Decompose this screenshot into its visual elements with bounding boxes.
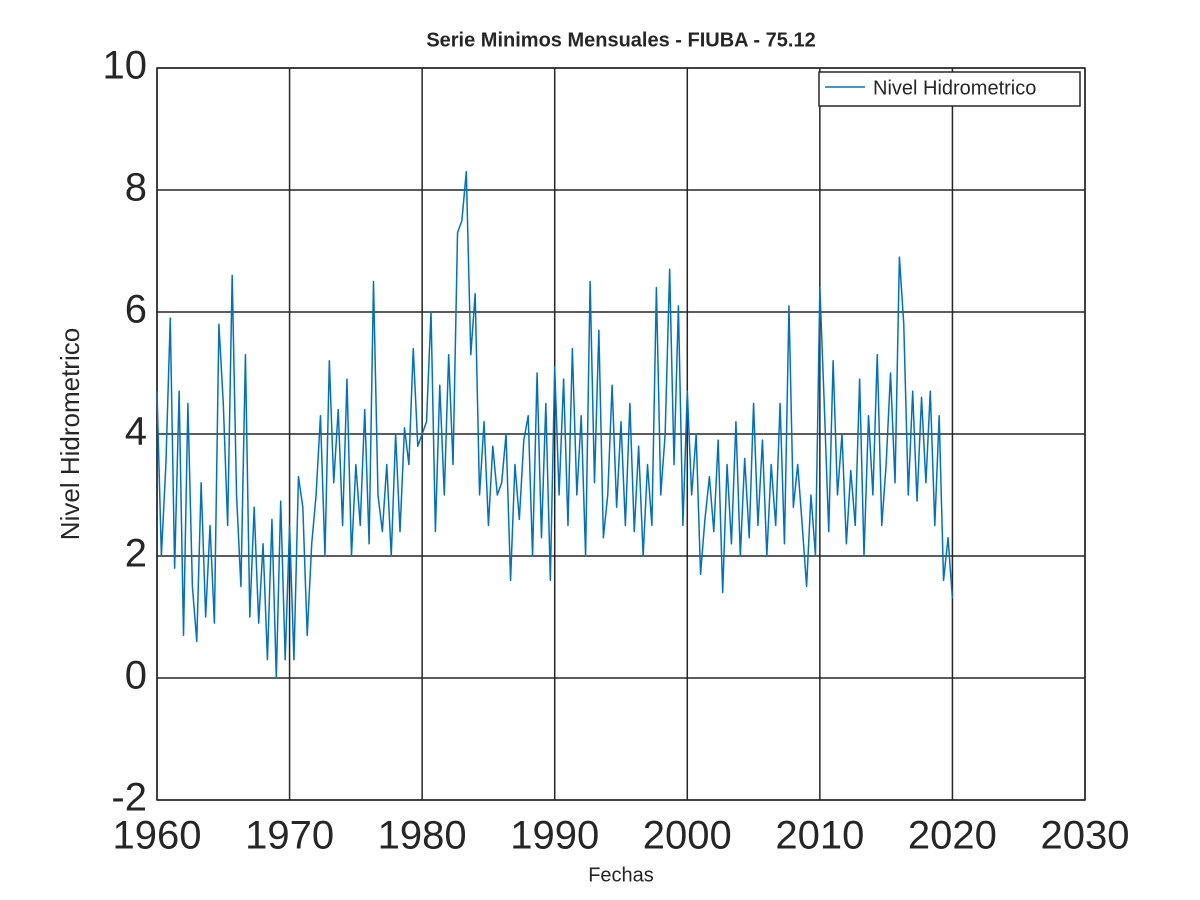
- x-tick-label: 2020: [908, 814, 997, 858]
- y-tick-label: -2: [111, 776, 147, 820]
- y-tick-label: 2: [125, 532, 147, 576]
- x-tick-label: 2010: [775, 814, 864, 858]
- y-tick-label: 4: [125, 410, 147, 454]
- y-axis-label: Nivel Hidrometrico: [55, 328, 85, 540]
- legend: Nivel Hidrometrico: [818, 71, 1081, 107]
- x-tick-label: 1960: [113, 814, 202, 858]
- x-axis-label: Fechas: [588, 864, 654, 886]
- x-tick-label: 1980: [378, 814, 467, 858]
- y-tick-label: 10: [103, 44, 148, 88]
- y-tick-label: 0: [125, 654, 147, 698]
- chart-title: Serie Minimos Mensuales - FIUBA - 75.12: [426, 29, 815, 51]
- x-tick-label: 1970: [245, 814, 334, 858]
- x-tick-label: 1990: [510, 814, 599, 858]
- data-line: [156, 170, 954, 679]
- y-tick-label: 8: [125, 166, 147, 210]
- legend-label: Nivel Hidrometrico: [873, 77, 1036, 99]
- y-tick-label: 6: [125, 288, 147, 332]
- x-tick-label: 2030: [1041, 814, 1130, 858]
- x-tick-label: 2000: [643, 814, 732, 858]
- legend-box: [818, 71, 1081, 107]
- plot-frame: [156, 67, 1086, 801]
